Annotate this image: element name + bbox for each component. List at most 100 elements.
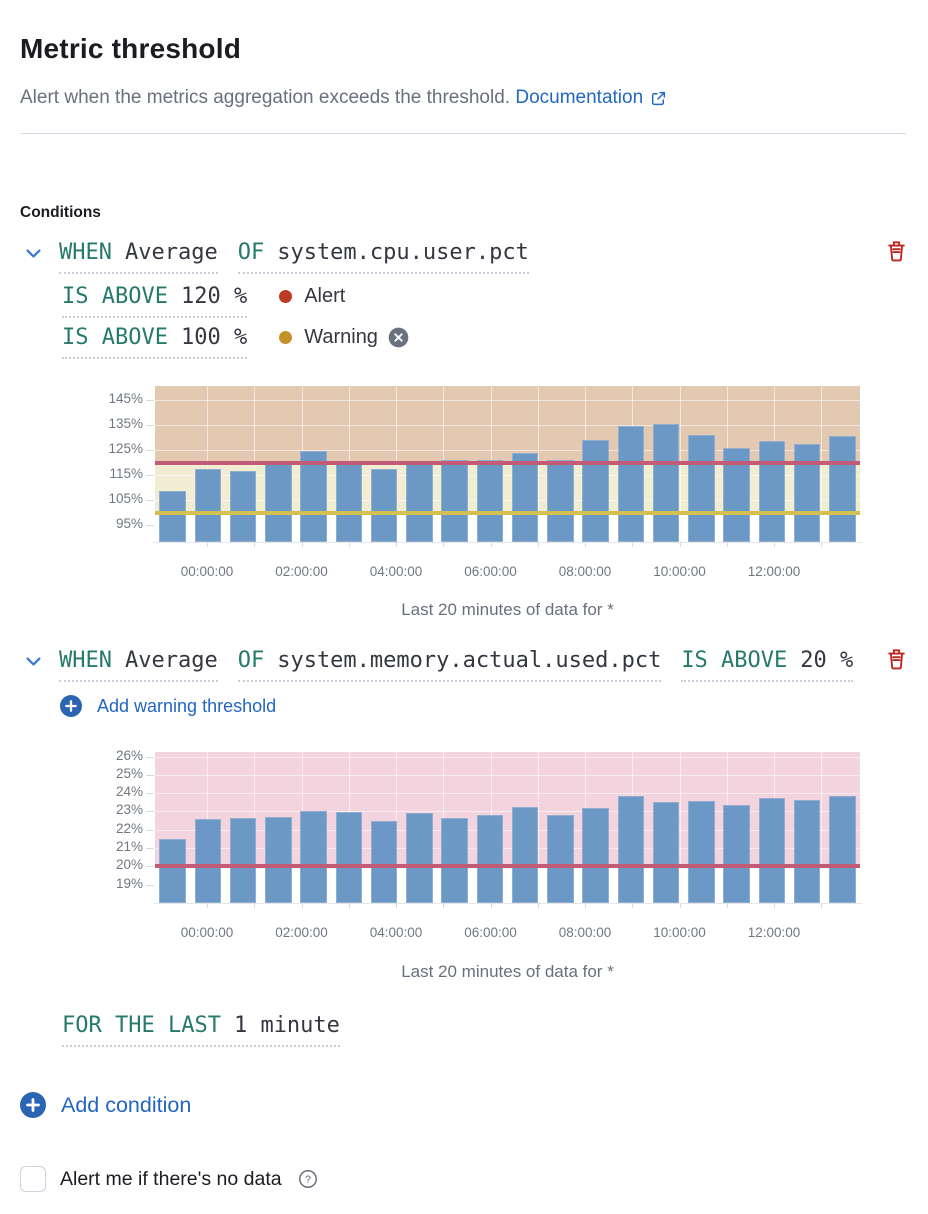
x-axis-tick-label: 02:00:00 — [275, 564, 328, 579]
time-window-expression[interactable]: FOR THE LAST 1 minute — [62, 1013, 340, 1047]
y-gridline — [155, 475, 860, 476]
x-axis-tick-label: 04:00:00 — [369, 925, 423, 940]
y-axis-tick-label: 125% — [108, 441, 143, 456]
condition-2-header-row: WHEN Average OF system.memory.actual.use… — [20, 648, 908, 682]
y-axis-tick-label: 25% — [115, 765, 143, 781]
bar — [547, 815, 574, 903]
x-axis-tick — [348, 542, 350, 547]
x-axis-tick — [537, 903, 539, 908]
x-axis-tick — [537, 542, 539, 547]
condition-2-alert-threshold-expression[interactable]: IS ABOVE 20 % — [681, 648, 854, 682]
x-axis-tick — [774, 903, 775, 908]
condition-1-metric-expression[interactable]: OF system.cpu.user.pct — [237, 240, 529, 274]
bar — [582, 440, 609, 542]
x-axis-line — [153, 903, 862, 904]
delete-condition-1-button[interactable] — [885, 240, 908, 263]
y-gridline — [155, 811, 860, 813]
x-axis-tick — [443, 542, 445, 547]
x-axis-tick-label: 12:00:00 — [747, 925, 801, 940]
y-axis-tick-label: 145% — [108, 391, 143, 406]
x-axis-tick-label: 06:00:00 — [464, 564, 517, 579]
for-the-last-row: FOR THE LAST 1 minute — [62, 1013, 340, 1047]
warning-label: Warning — [304, 326, 378, 349]
bar — [229, 471, 257, 543]
x-axis-tick — [207, 542, 208, 547]
aggregation-value: Average — [124, 648, 218, 673]
metric-value: system.cpu.user.pct — [277, 240, 529, 265]
warning-threshold-expression[interactable]: IS ABOVE 100 % — [62, 325, 248, 359]
bar — [688, 435, 715, 542]
time-window-value: 1 minute — [233, 1013, 340, 1038]
memory-chart-plot-area — [155, 752, 860, 903]
add-condition-label: Add condition — [61, 1092, 192, 1117]
x-axis-tick-label: 10:00:00 — [653, 925, 706, 940]
no-data-label: Alert me if there's no data — [60, 1167, 282, 1190]
y-axis-tick-label: 135% — [108, 416, 143, 431]
y-axis-tick — [146, 884, 154, 886]
condition-2-metric-expression[interactable]: OF system.memory.actual.used.pct — [237, 648, 662, 682]
bar — [617, 795, 645, 903]
bar — [370, 820, 398, 903]
x-axis-tick — [632, 903, 634, 908]
svg-text:?: ? — [305, 1174, 311, 1186]
cpu-threshold-chart: Last 20 minutes of data for * 95% 105% 115… — [85, 386, 885, 631]
alert-label: Alert — [304, 285, 346, 308]
bar — [582, 807, 609, 903]
plus-in-circle-icon — [20, 1092, 46, 1118]
bar — [793, 443, 821, 542]
condition-2-aggregation-expression[interactable]: WHEN Average — [59, 648, 218, 682]
chart-caption: Last 20 minutes of data for * — [401, 962, 614, 981]
bar — [229, 817, 257, 903]
alert-threshold-value: 20 % — [800, 648, 854, 673]
remove-warning-threshold-button[interactable] — [388, 327, 409, 348]
bar — [300, 451, 327, 542]
y-gridline — [155, 425, 860, 426]
alert-threshold-value: 120 % — [180, 284, 248, 309]
x-axis-tick — [821, 542, 823, 547]
y-axis-tick — [146, 848, 154, 850]
y-axis-tick-label: 20% — [115, 857, 143, 873]
when-keyword: WHEN — [59, 240, 112, 265]
x-axis-tick — [821, 903, 823, 908]
x-axis-tick — [301, 903, 303, 908]
y-axis-tick-label: 21% — [115, 839, 143, 855]
bar — [406, 463, 433, 543]
condition-1-warning-threshold-row: IS ABOVE 100 % Warning — [62, 325, 908, 359]
x-axis-tick — [726, 903, 728, 908]
bar — [723, 805, 750, 903]
of-keyword: OF — [237, 240, 265, 265]
chevron-down-icon[interactable] — [24, 244, 43, 263]
condition-1-header-row: WHEN Average OF system.cpu.user.pct — [20, 240, 908, 274]
y-axis-tick-label: 22% — [115, 820, 143, 836]
x-axis-tick — [679, 903, 681, 908]
y-gridline — [155, 450, 860, 451]
add-condition-button[interactable]: Add condition — [20, 1092, 191, 1118]
conditions-section-label: Conditions — [20, 204, 101, 221]
condition-1-aggregation-expression[interactable]: WHEN Average — [59, 240, 218, 274]
metric-value: system.memory.actual.used.pct — [277, 648, 662, 673]
y-axis-tick-label: 95% — [115, 516, 143, 531]
y-gridline — [155, 400, 860, 401]
x-gridline — [821, 752, 823, 903]
x-axis-line — [153, 542, 862, 543]
add-warning-threshold-button[interactable]: Add warning threshold — [60, 695, 276, 717]
page-subtitle: Alert when the metrics aggregation excee… — [20, 87, 667, 109]
alert-threshold-expression[interactable]: IS ABOVE 120 % — [62, 284, 248, 318]
y-axis-tick — [146, 475, 154, 476]
delete-condition-2-button[interactable] — [885, 648, 908, 671]
no-data-checkbox[interactable] — [20, 1166, 46, 1192]
bar — [652, 802, 680, 903]
page-title: Metric threshold — [20, 32, 242, 64]
is-above-keyword: IS ABOVE — [62, 325, 168, 350]
x-axis-tick — [490, 542, 492, 547]
chevron-down-icon[interactable] — [24, 652, 43, 671]
warning-threshold-line — [155, 510, 860, 515]
y-gridline — [155, 756, 860, 758]
question-in-circle-icon[interactable]: ? — [298, 1169, 318, 1189]
y-axis-tick-label: 115% — [109, 466, 143, 481]
is-above-keyword: IS ABOVE — [681, 648, 788, 673]
documentation-link[interactable]: Documentation — [515, 87, 667, 109]
bar — [476, 460, 504, 542]
documentation-link-label: Documentation — [515, 87, 644, 108]
